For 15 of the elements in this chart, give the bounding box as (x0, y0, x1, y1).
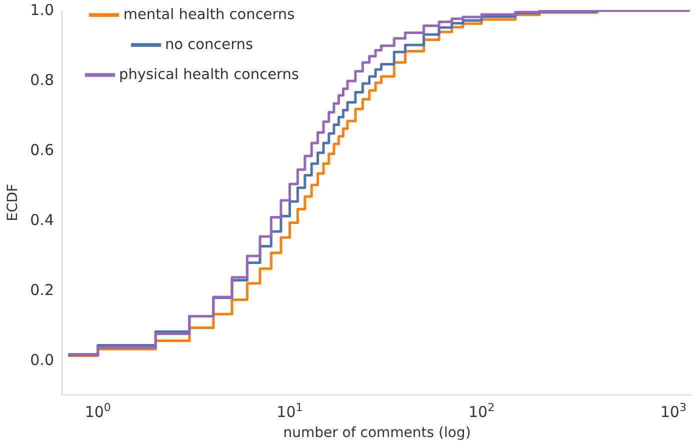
y-tick-label: 0.2 (30, 281, 54, 299)
y-tick-label: 0.4 (30, 211, 54, 229)
y-tick-label: 0.8 (30, 71, 54, 89)
x-axis-title: number of comments (log) (283, 425, 471, 441)
x-tick-label: 10$^{3}$ (660, 400, 686, 421)
x-tick-label: 10$^{2}$ (468, 400, 495, 421)
x-tick-label: 10$^{1}$ (276, 400, 303, 421)
legend-label: no concerns (164, 36, 254, 53)
y-tick-label: 1.0 (30, 1, 54, 19)
y-tick-label: 0.0 (30, 351, 54, 369)
legend-label: mental health concerns (123, 6, 295, 23)
x-tick-label: 10$^{0}$ (84, 400, 111, 421)
legend-label: physical health concerns (119, 66, 299, 83)
y-axis-title: ECDF (4, 184, 21, 222)
y-tick-label: 0.6 (30, 141, 54, 159)
